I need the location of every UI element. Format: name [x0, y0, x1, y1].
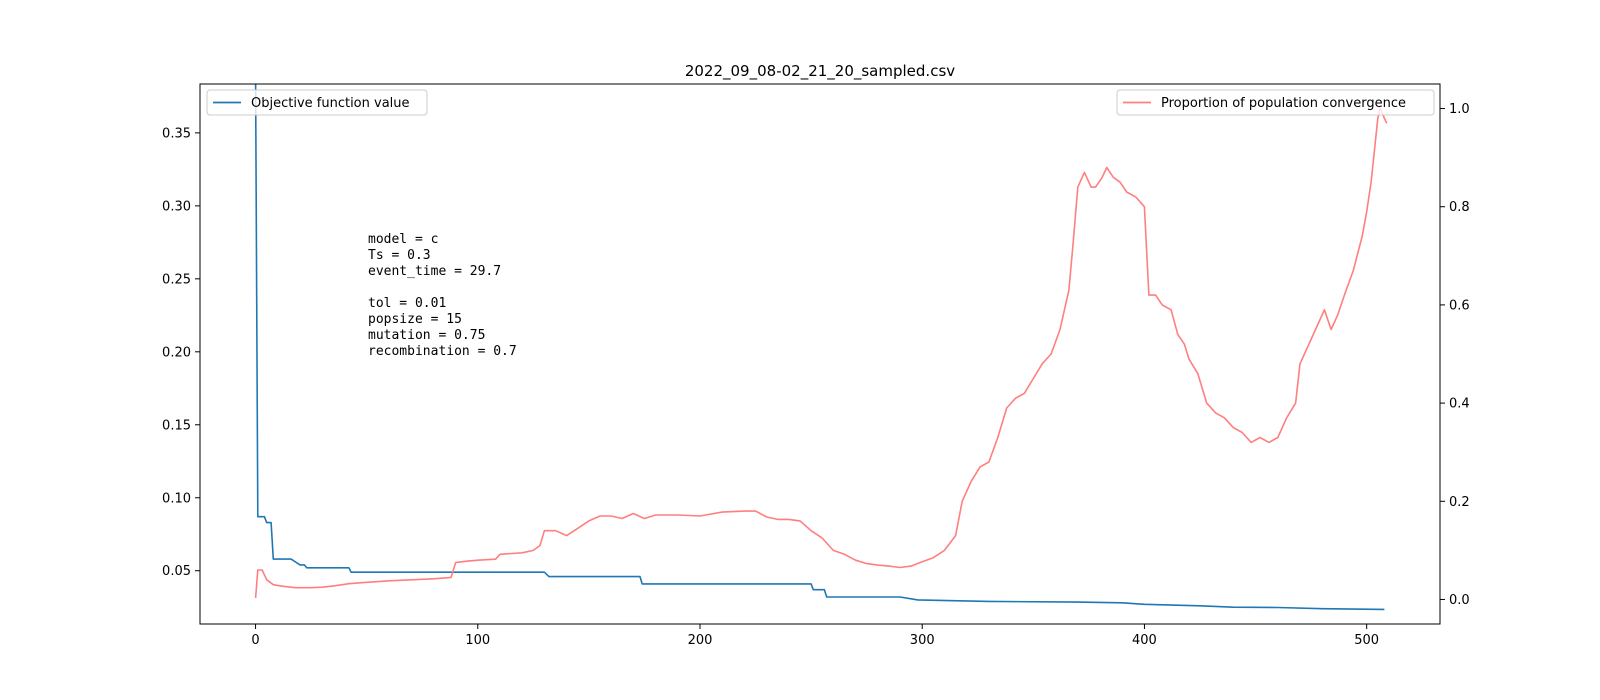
x-tick-label: 0 — [251, 633, 259, 648]
y-right-tick-label: 0.2 — [1449, 495, 1470, 510]
y-right-tick-label: 1.0 — [1449, 102, 1470, 117]
y-right-tick-label: 0.6 — [1449, 298, 1470, 313]
legend-right-label: Proportion of population convergence — [1161, 96, 1406, 111]
y-right-tick-label: 0.4 — [1449, 397, 1470, 412]
x-tick-label: 100 — [465, 633, 490, 648]
x-tick-label: 300 — [910, 633, 935, 648]
legend-left: Objective function value — [206, 89, 428, 116]
y-left-tick-label: 0.30 — [162, 199, 191, 214]
y-left-tick-label: 0.25 — [162, 272, 191, 287]
legend-left-label: Objective function value — [251, 96, 410, 111]
y-left-tick-label: 0.20 — [162, 345, 191, 360]
x-tick-label: 400 — [1132, 633, 1157, 648]
annotation-line: tol = 0.01 — [368, 296, 446, 311]
annotation-line: event_time = 29.7 — [368, 264, 501, 279]
plot-frame — [199, 83, 1441, 625]
annotation-line: mutation = 0.75 — [368, 328, 485, 343]
y-left-tick-label: 0.05 — [162, 564, 191, 579]
y-right-tick-label: 0.8 — [1449, 200, 1470, 215]
axes-layer: 0 100 200 300 400 500 0.05 0.10 0.15 0.20 0.25 0.30… — [162, 83, 1470, 648]
y-left-tick-label: 0.15 — [162, 418, 191, 433]
y-right-tick-label: 0.0 — [1449, 593, 1470, 608]
series-line-objective-function-value — [254, 84, 1385, 611]
legend-right-box — [1116, 89, 1435, 116]
series-line-population-convergence — [254, 107, 1388, 599]
x-tick-label: 500 — [1354, 633, 1379, 648]
y-left-tick-label: 0.10 — [162, 491, 191, 506]
x-tick-label: 200 — [688, 633, 713, 648]
chart-title: 2022_09_08-02_21_20_sampled.csv — [685, 62, 955, 81]
annotation-line: recombination = 0.7 — [368, 344, 517, 359]
y-left-tick-label: 0.35 — [162, 126, 191, 141]
series-layer — [254, 84, 1388, 611]
annotation-line: model = c — [368, 232, 438, 247]
legend-right: Proportion of population convergence — [1116, 89, 1435, 116]
annotation-line: popsize = 15 — [368, 312, 462, 327]
annotation-line: Ts = 0.3 — [368, 248, 431, 263]
legend-left-box — [206, 89, 428, 116]
